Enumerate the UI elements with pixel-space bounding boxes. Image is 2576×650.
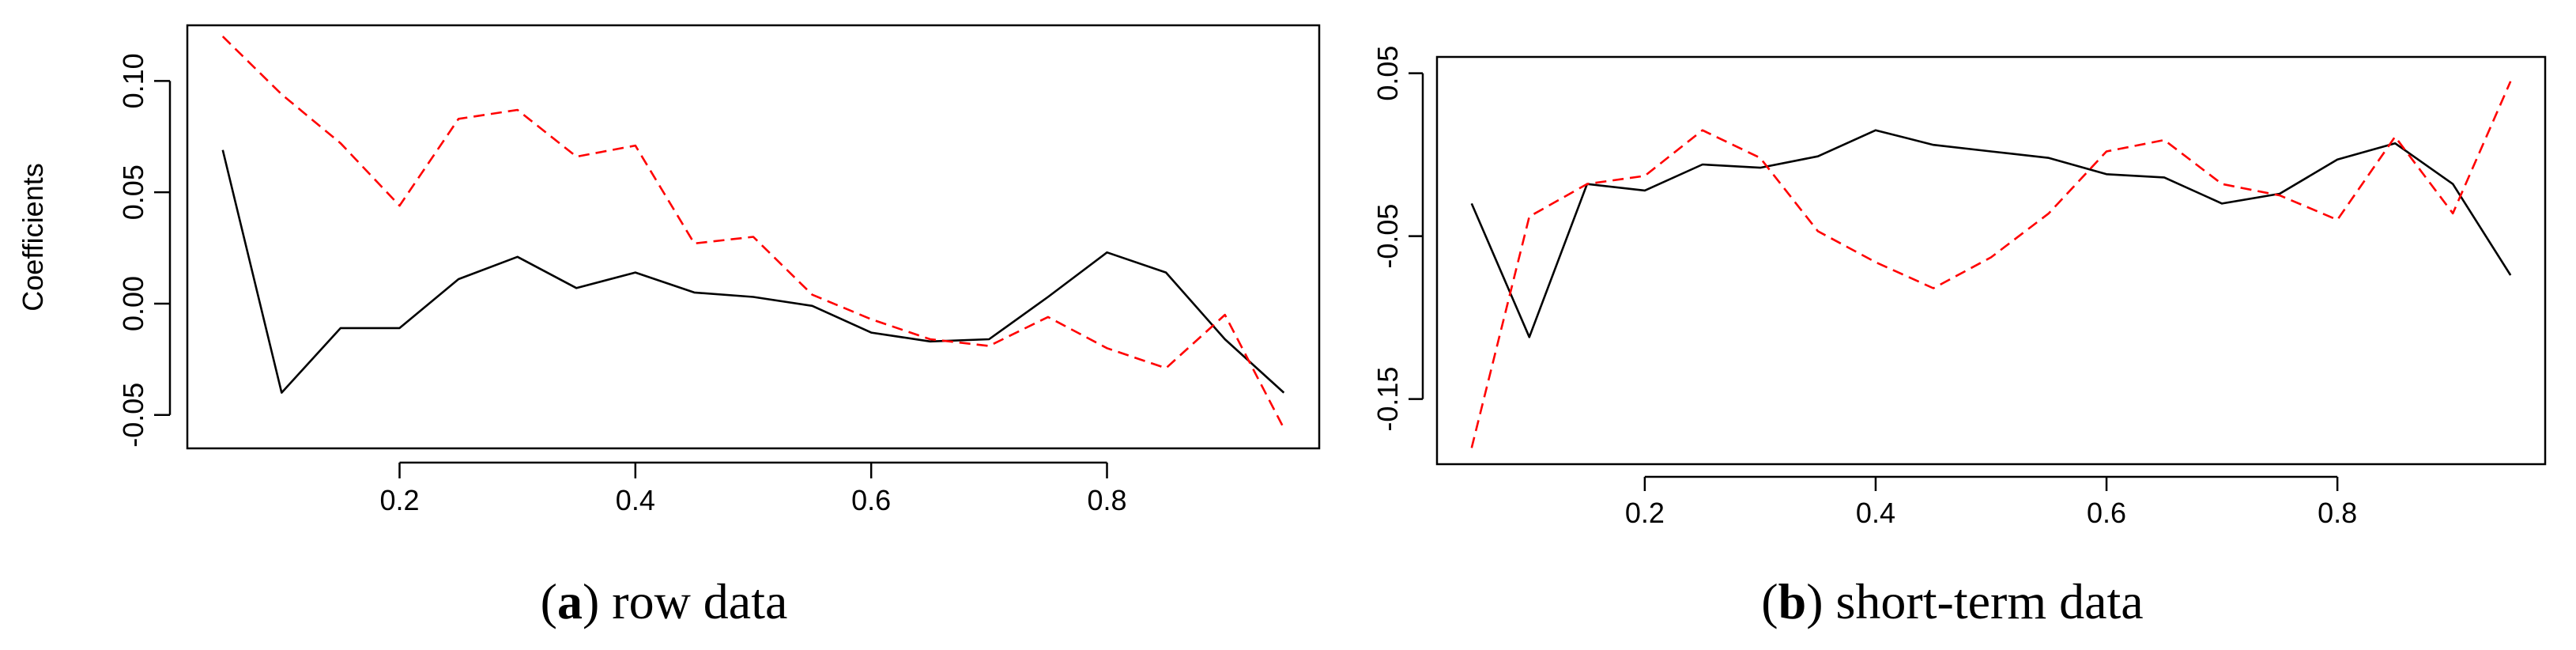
caption-a: (a) row data (541, 573, 788, 629)
caption-letter-a: a (557, 573, 583, 629)
series-lines-a (221, 36, 1285, 429)
plot-frame-a (186, 24, 1321, 450)
y-tick-label: -0.05 (117, 383, 149, 448)
y-tick-label: 0.05 (1371, 46, 1404, 101)
x-tick-label: 0.4 (616, 484, 655, 516)
series-line-red-dashed (1470, 81, 2512, 448)
x-tick-label: 0.2 (379, 484, 419, 516)
y-tick-label: -0.15 (1371, 367, 1404, 432)
y-tick-label: 0.10 (117, 53, 149, 108)
series-lines-b (1470, 81, 2512, 448)
series-line-red-dashed (221, 36, 1285, 429)
y-axis-a: -0.05 0.00 0.05 0.10 (117, 53, 172, 448)
caption-text-b: short-term data (1824, 573, 2144, 629)
panel-a-row-data: 0.2 0.4 0.6 0.8 -0.05 0.00 0.05 0.10 Coefficie… (17, 24, 1321, 629)
x-tick-label: 0.8 (2318, 497, 2357, 529)
y-tick-label: 0.00 (117, 276, 149, 331)
y-axis-title-a: Coefficients (17, 163, 49, 311)
x-tick-label: 0.6 (2087, 497, 2126, 529)
series-line-black-solid (1470, 129, 2512, 338)
x-tick-label: 0.6 (851, 484, 891, 516)
y-axis-b: -0.15 -0.05 0.05 (1371, 46, 1424, 432)
x-axis-a: 0.2 0.4 0.6 0.8 (379, 461, 1127, 516)
caption-text-a: row data (599, 573, 787, 629)
y-tick-label: 0.05 (117, 164, 149, 220)
x-tick-label: 0.4 (1856, 497, 1895, 529)
x-tick-label: 0.8 (1087, 484, 1126, 516)
x-axis-b: 0.2 0.4 0.6 0.8 (1625, 475, 2357, 529)
y-tick-label: -0.05 (1371, 204, 1404, 269)
plot-frame-b (1435, 55, 2547, 466)
x-tick-label: 0.2 (1625, 497, 1665, 529)
panel-b-short-term-data: 0.2 0.4 0.6 0.8 -0.15 -0.05 0.05 (b) short-te… (1371, 46, 2547, 629)
caption-b: (b) short-term data (1761, 573, 2143, 629)
caption-letter-b: b (1778, 573, 1807, 629)
